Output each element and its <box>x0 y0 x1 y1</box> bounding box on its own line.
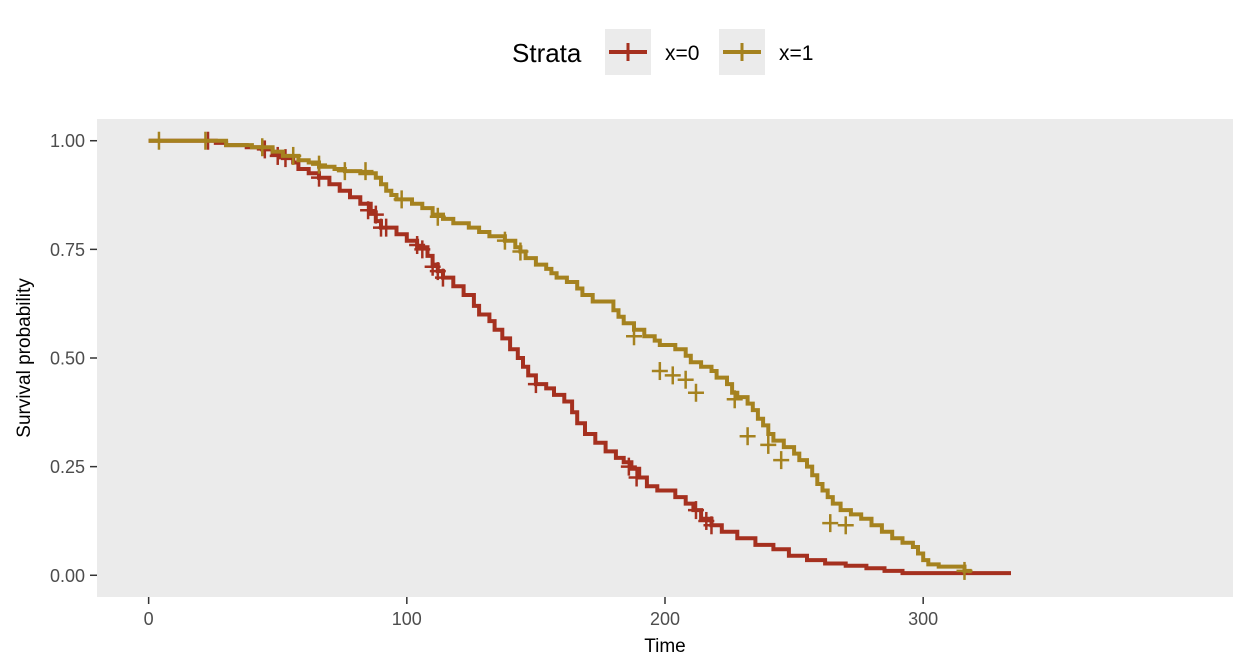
censor-mark-x0 <box>360 201 377 220</box>
censor-mark-x0 <box>378 218 395 237</box>
censor-mark-x1 <box>150 131 167 150</box>
x-axis: 0 100 200 300 <box>144 597 938 629</box>
series-x0 <box>148 131 1011 576</box>
censor-mark-x0 <box>687 501 704 520</box>
censor-mark-x0 <box>527 375 544 394</box>
censor-mark-x1 <box>739 427 756 446</box>
censor-mark-x1 <box>773 451 790 470</box>
censor-mark-x0 <box>414 240 431 259</box>
censor-mark-x1 <box>687 383 704 402</box>
censor-mark-x0 <box>277 149 294 168</box>
y-tick-label: 0.75 <box>50 240 85 260</box>
censor-mark-x0 <box>434 268 451 287</box>
legend-entry-x1: x=1 <box>719 29 813 75</box>
censor-mark-x1 <box>664 366 681 385</box>
censor-mark-x1 <box>254 138 271 157</box>
x-axis-title: Time <box>644 636 686 657</box>
censor-mark-x1 <box>197 131 214 150</box>
censor-mark-x1 <box>336 162 353 181</box>
survival-curve-x1 <box>148 138 972 574</box>
x-tick-label: 200 <box>650 609 680 629</box>
legend-entry-x0: x=0 <box>605 29 699 75</box>
censor-mark-x1 <box>651 362 668 381</box>
y-tick-label: 0.50 <box>50 349 85 369</box>
censor-mark-x1 <box>311 155 328 174</box>
censor-mark-x1 <box>726 390 743 409</box>
censor-mark-x1 <box>393 190 410 209</box>
censor-mark-x0 <box>367 205 384 224</box>
censor-mark-x1 <box>837 516 854 535</box>
legend: Strata x=0 x=1 <box>512 29 813 75</box>
y-axis-title: Survival probability <box>14 278 35 438</box>
censor-mark-x0 <box>703 516 720 535</box>
series-layer <box>148 131 1011 580</box>
y-tick-label: 1.00 <box>50 131 85 151</box>
censor-mark-x0 <box>620 457 637 476</box>
x-tick-label: 100 <box>392 609 422 629</box>
x-tick-label: 0 <box>144 609 154 629</box>
plot-panel <box>97 119 1233 597</box>
y-tick-label: 0.25 <box>50 457 85 477</box>
legend-title: Strata <box>512 38 582 68</box>
censor-mark-x1 <box>512 242 529 261</box>
x-tick-label: 300 <box>908 609 938 629</box>
censor-mark-x1 <box>285 146 302 165</box>
censor-mark-x1 <box>496 231 513 250</box>
censor-mark-x1 <box>429 207 446 226</box>
censor-mark-x1 <box>357 162 374 181</box>
y-axis: 0.00 0.25 0.50 0.75 1.00 <box>50 131 97 586</box>
censor-mark-x1 <box>956 561 973 580</box>
legend-label-x0: x=0 <box>665 42 699 65</box>
y-tick-label: 0.00 <box>50 566 85 586</box>
censor-mark-x1 <box>677 370 694 389</box>
series-x1 <box>148 131 973 580</box>
legend-label-x1: x=1 <box>779 42 813 65</box>
censor-mark-x1 <box>760 435 777 454</box>
censor-mark-x0 <box>256 140 273 159</box>
censor-mark-x1 <box>822 514 839 533</box>
censor-mark-x1 <box>626 327 643 346</box>
censor-mark-x0 <box>628 468 645 487</box>
